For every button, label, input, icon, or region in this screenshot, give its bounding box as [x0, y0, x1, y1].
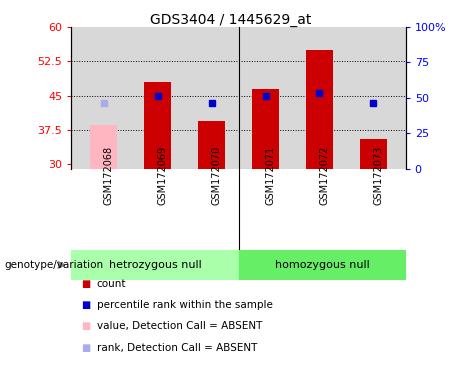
Text: GSM172073: GSM172073	[373, 146, 384, 205]
Bar	[71, 250, 239, 280]
Text: percentile rank within the sample: percentile rank within the sample	[97, 300, 273, 310]
Text: GSM172068: GSM172068	[104, 146, 114, 205]
Bar	[90, 126, 117, 169]
Bar	[239, 250, 406, 280]
Text: value, Detection Call = ABSENT: value, Detection Call = ABSENT	[97, 321, 262, 331]
Bar	[306, 50, 333, 169]
Text: ■: ■	[81, 300, 90, 310]
Text: ■: ■	[81, 279, 90, 289]
Text: GDS3404 / 1445629_at: GDS3404 / 1445629_at	[150, 13, 311, 27]
Text: rank, Detection Call = ABSENT: rank, Detection Call = ABSENT	[97, 343, 257, 353]
Text: count: count	[97, 279, 126, 289]
Bar	[144, 82, 171, 169]
Text: ■: ■	[81, 321, 90, 331]
Text: ■: ■	[81, 343, 90, 353]
Text: hetrozygous null: hetrozygous null	[109, 260, 201, 270]
Text: GSM172071: GSM172071	[266, 146, 276, 205]
Text: homozygous null: homozygous null	[275, 260, 370, 270]
Text: GSM172070: GSM172070	[212, 146, 222, 205]
Bar	[252, 89, 279, 169]
Bar	[360, 139, 387, 169]
Text: GSM172072: GSM172072	[319, 146, 330, 205]
Text: GSM172069: GSM172069	[158, 146, 168, 205]
Bar	[198, 121, 225, 169]
Text: genotype/variation: genotype/variation	[5, 260, 104, 270]
